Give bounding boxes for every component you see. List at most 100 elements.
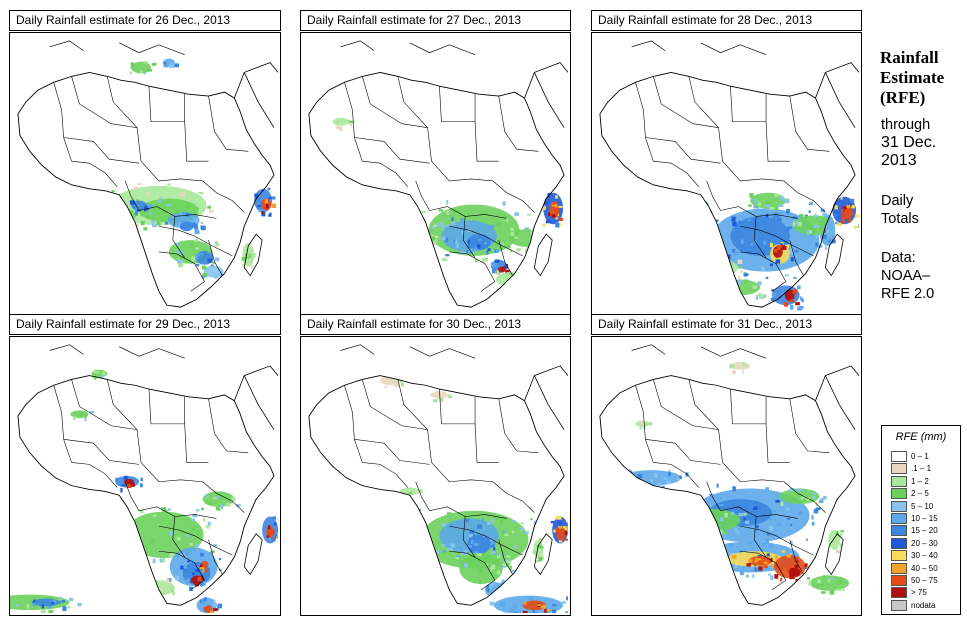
rain-pixel [797,488,802,493]
rain-pixel [836,531,839,536]
rain-pixel [723,531,729,535]
rain-pixel [747,219,751,222]
rain-pixel [195,247,200,250]
rain-pixel [445,253,450,257]
rain-pixel [473,546,476,550]
rain-pixel [61,600,66,603]
country-border [706,481,721,511]
country-border [645,137,721,164]
rain-pixel [196,530,200,535]
rain-pixel [555,217,558,220]
rain-pixel [538,537,543,541]
rain-pixel [459,561,462,565]
legend-swatch [891,500,907,512]
source-label: Data: [881,250,916,266]
country-border [789,539,804,575]
rain-pixel [494,270,498,274]
rain-pixel [754,567,758,572]
rain-pixel [268,538,272,542]
legend-swatch [891,575,907,586]
rain-pixel [467,545,472,548]
rain-pixel [84,417,87,422]
legend-swatch [891,599,907,611]
rain-pixel [349,120,354,124]
rain-pixel [547,192,550,198]
rain-pixel [516,248,521,252]
rain-pixel [725,559,729,564]
rain-pixel [510,569,516,573]
rain-pixel [486,563,489,566]
rain-pixel [59,596,62,601]
rain-pixel [838,579,842,584]
rain-pixel [809,288,815,292]
rain-pixel [842,206,847,209]
rain-pixel [384,375,388,381]
rain-pixel [769,526,774,531]
rain-pixel [433,399,438,403]
rain-pixel [65,255,71,260]
rain-pixel [203,607,209,611]
rain-pixel [500,601,506,607]
rain-pixel [489,224,495,229]
rain-pixel [617,473,622,478]
rain-pixel [546,240,550,244]
country-border [362,76,428,128]
rain-pixel [212,261,216,264]
rain-pixel [839,543,843,548]
legend-swatch [891,513,907,524]
rain-pixel [491,564,496,570]
rain-pixel [194,584,199,587]
rain-pixel [512,607,516,612]
coastline [631,40,767,56]
rain-pixel [506,563,510,567]
rain-pixel [201,274,205,279]
coastline [233,62,278,128]
rain-pixel [187,578,190,581]
rain-pixel [435,570,439,573]
rain-pixel [509,248,512,253]
rain-pixel [731,248,736,253]
rain-pixel [650,479,654,483]
rain-pixel [448,394,452,399]
rain-pixel [746,563,751,567]
rain-pixel [749,220,755,226]
rain-pixel [269,212,272,215]
rain-pixel [455,239,458,244]
rain-pixel [446,199,449,205]
rain-pixel [500,520,503,525]
rain-pixel [734,563,737,569]
rain-pixel [451,221,456,226]
rain-pixel [766,553,770,557]
coastline [308,71,565,308]
country-border [431,160,493,182]
rain-pixel [789,487,795,492]
country-border [449,525,523,556]
legend-label: 20 – 30 [911,538,938,548]
rain-pixel [702,276,707,279]
rain-pixel [261,211,266,217]
rain-pixel [510,227,514,232]
rain-pixel [792,576,795,579]
rain-pixel [715,259,720,262]
rain-pixel [742,370,745,374]
rain-pixel [719,497,722,500]
rain-pixel [431,236,436,241]
rain-pixel [758,292,762,297]
rain-pixel [452,208,456,213]
rain-pixel [795,302,800,306]
rain-pixel [732,370,736,375]
rain-pixel [157,200,162,203]
rain-pixel [208,552,212,555]
rain-pixel [193,224,198,229]
rain-pixel [725,273,729,276]
rain-pixel [712,255,718,260]
rain-area [179,221,194,232]
rain-pixel [183,565,187,569]
country-border [431,462,493,483]
rain-pixel [555,195,558,199]
rain-pixel [504,533,509,537]
rain-pixel [668,472,671,477]
rain-pixel [133,196,136,200]
legend-label: 15 – 20 [911,526,938,536]
rain-pixel [438,540,443,545]
